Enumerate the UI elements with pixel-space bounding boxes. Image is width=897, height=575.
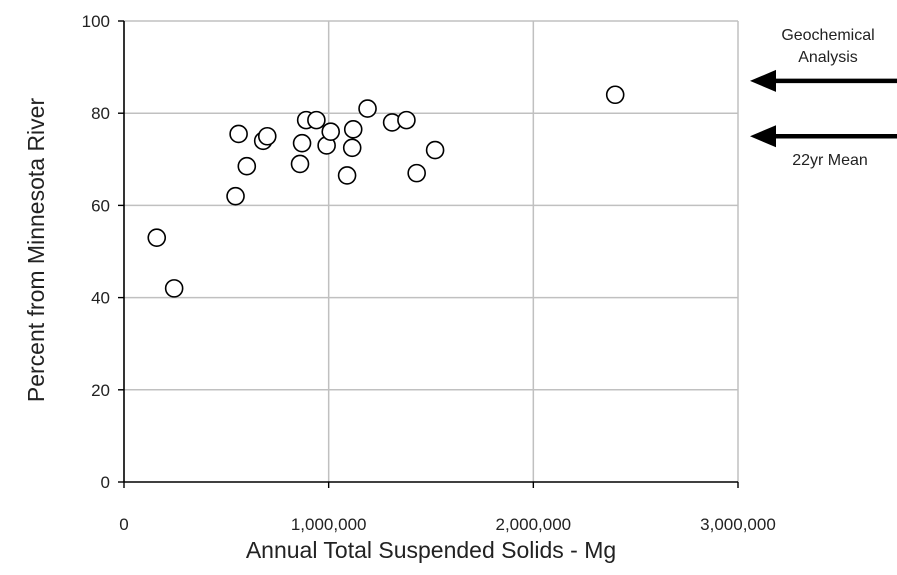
data-point: [343, 120, 363, 139]
data-point: [407, 163, 426, 183]
data-point: [257, 126, 277, 146]
data-point: [147, 228, 167, 247]
data-point: [425, 140, 445, 160]
mean-arrow-head: [750, 125, 776, 148]
data-point: [397, 110, 416, 130]
data-point: [292, 133, 312, 153]
geochemical-arrow-head: [750, 69, 776, 92]
data-point: [342, 138, 362, 158]
data-point: [164, 279, 184, 298]
data-point: [321, 122, 341, 141]
x-tick-label: 0: [119, 515, 128, 534]
y-tick-label: 0: [101, 473, 110, 492]
data-point: [237, 156, 257, 176]
point-layer: [147, 85, 625, 298]
data-point: [307, 110, 326, 130]
y-tick-label: 80: [91, 104, 110, 123]
data-point: [290, 154, 310, 174]
x-tick-label: 2,000,000: [496, 515, 572, 534]
mean-annotation-line1: 22yr Mean: [792, 152, 868, 169]
x-axis-label: Annual Total Suspended Solids - Mg: [246, 537, 616, 563]
y-tick-label: 40: [91, 289, 110, 308]
y-axis-label: Percent from Minnesota River: [23, 98, 49, 403]
geochemical-annotation-line2: Analysis: [798, 49, 858, 66]
y-tick-label: 20: [91, 381, 110, 400]
y-tick-label: 60: [91, 196, 110, 215]
x-tick-label: 3,000,000: [700, 515, 776, 534]
data-point: [605, 85, 625, 105]
data-point: [226, 186, 245, 206]
geochemical-annotation-line1: Geochemical: [781, 27, 874, 44]
axis-layer: [118, 20, 739, 488]
tick-label-layer: 0 20 40 60 80 100 0 1,000,000 2,000,000 3,000,000: [82, 12, 776, 534]
data-point: [229, 124, 248, 144]
y-tick-label: 100: [82, 12, 110, 31]
grid-layer: [124, 20, 739, 482]
data-point: [358, 99, 377, 118]
x-tick-label: 1,000,000: [291, 515, 367, 534]
annotation-layer: [750, 69, 897, 148]
data-point: [337, 166, 357, 185]
